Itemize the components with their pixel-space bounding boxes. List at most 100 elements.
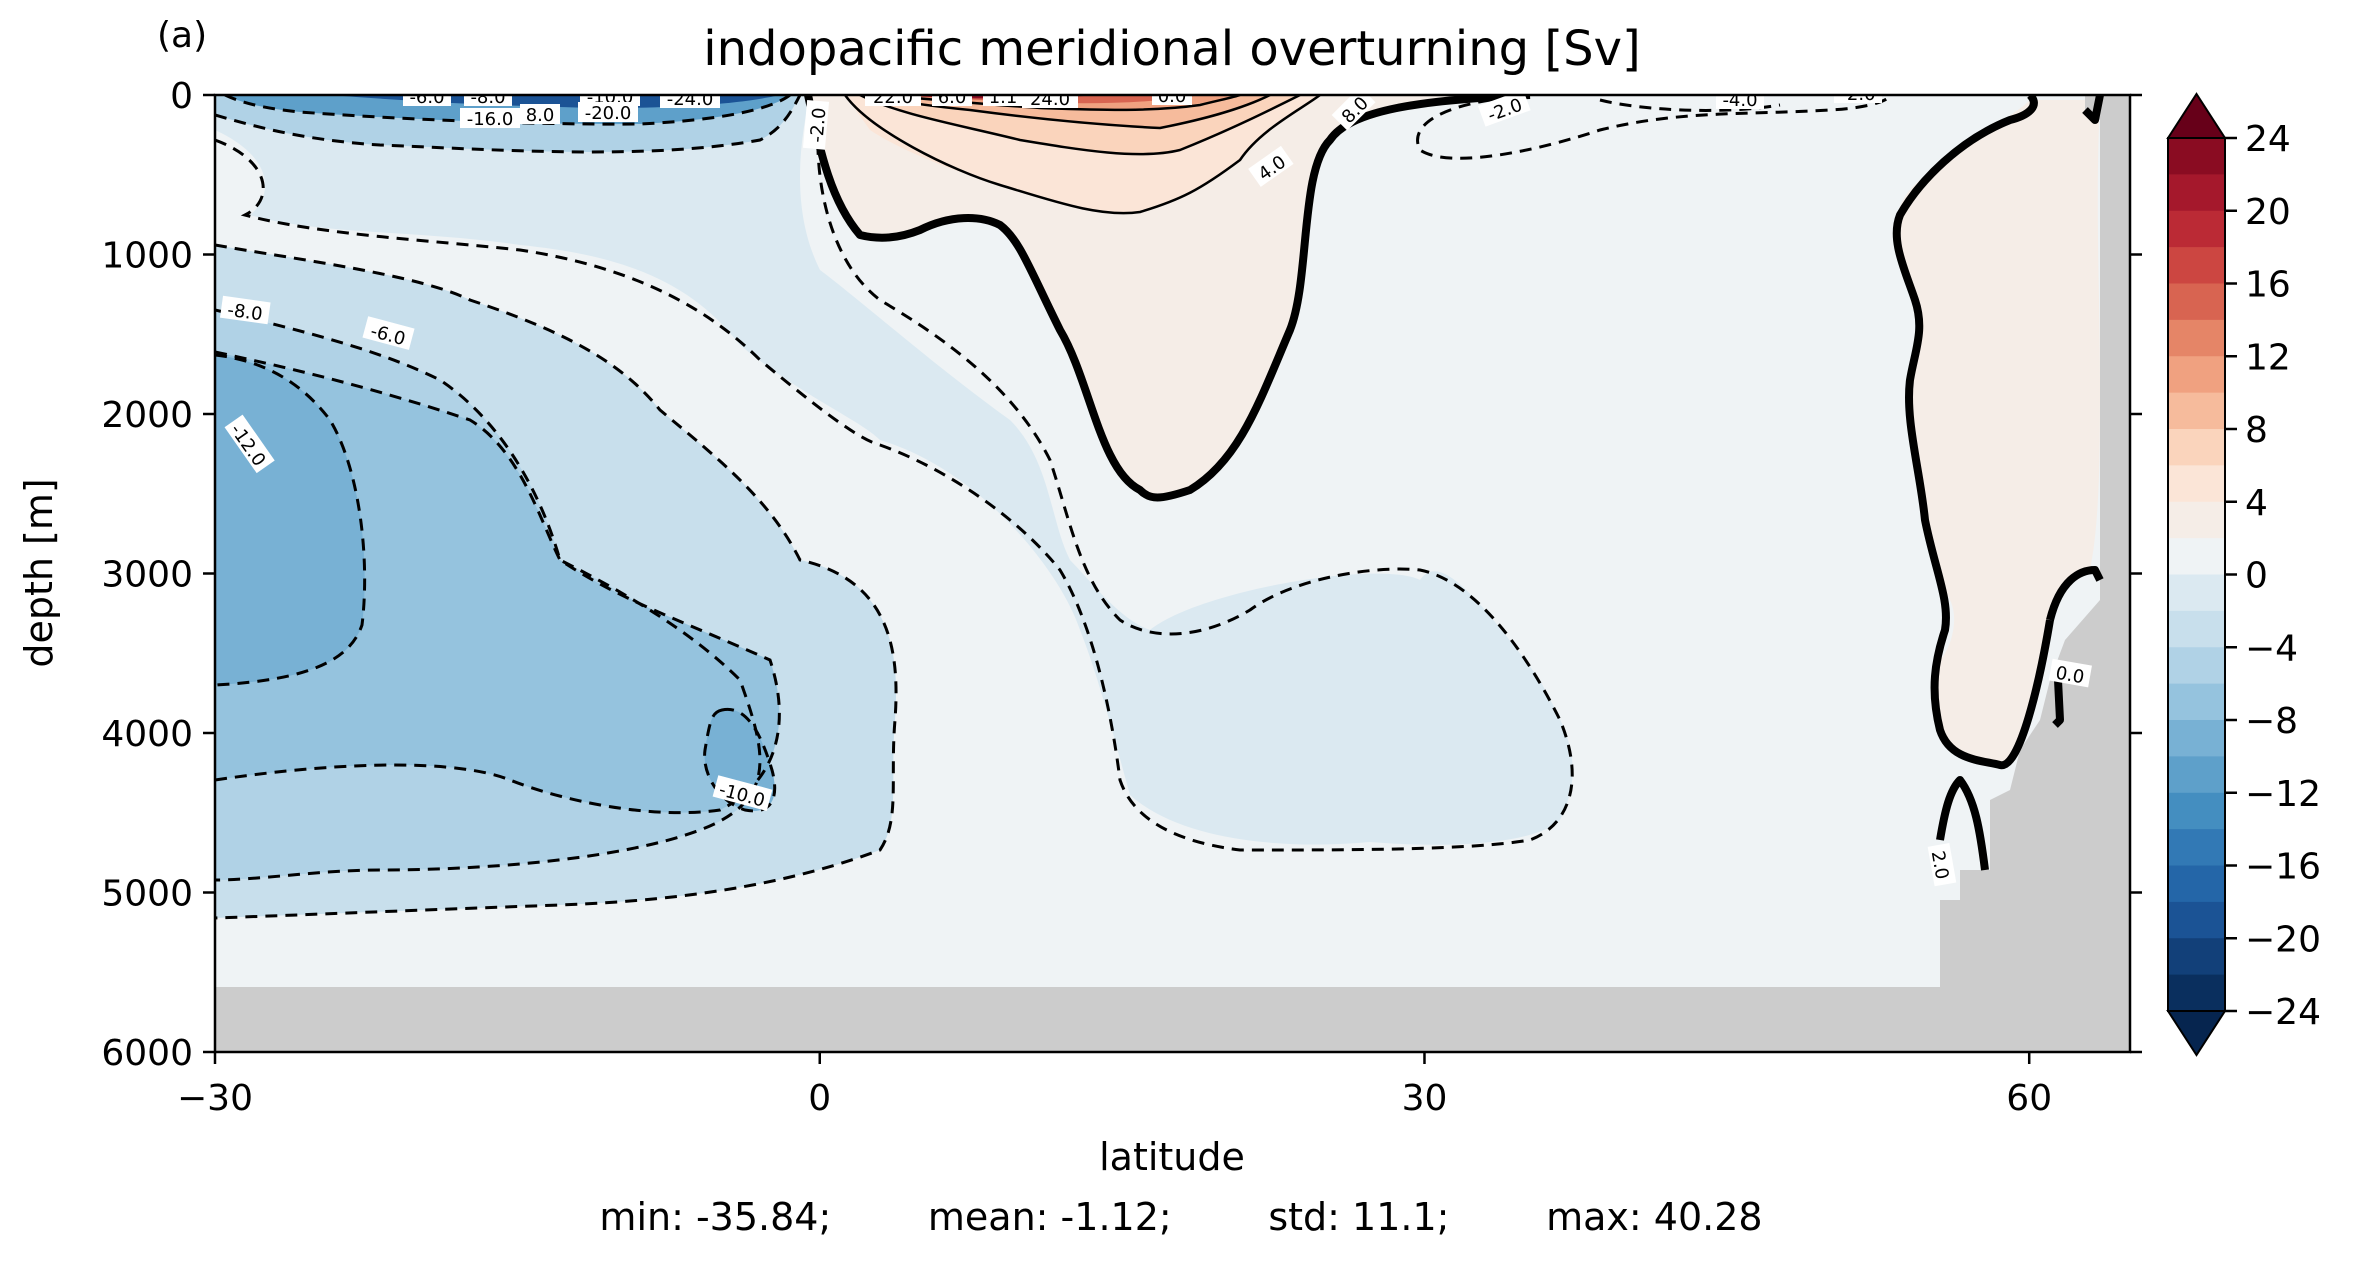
colorbar-segment bbox=[2168, 247, 2225, 285]
band-pos0 bbox=[808, 95, 1530, 498]
colorbar-segment bbox=[2168, 138, 2225, 175]
stat-max: max: 40.28 bbox=[1546, 1195, 1763, 1239]
y-tick-label: 3000 bbox=[101, 555, 193, 596]
colorbar-tick-label: 8 bbox=[2245, 410, 2268, 451]
colorbar-segment bbox=[2168, 974, 2225, 1012]
stat-std: std: 11.1; bbox=[1268, 1195, 1450, 1239]
x-tick-label: −30 bbox=[177, 1078, 253, 1119]
contour-neg10-eq bbox=[703, 707, 777, 813]
y-tick-label: 6000 bbox=[101, 1033, 193, 1074]
y-tick-label: 5000 bbox=[101, 874, 193, 915]
contour-label: 0.0 bbox=[2054, 663, 2086, 689]
zero-contour-subpolar bbox=[1892, 95, 2054, 770]
contour-label: -24.0 bbox=[667, 89, 714, 110]
contour-label: -2.0 bbox=[1840, 84, 1875, 105]
contour-label: 24.0 bbox=[1030, 89, 1070, 110]
colorbar-segment bbox=[2168, 756, 2225, 794]
x-axis: −30 0 30 60 bbox=[177, 1052, 2052, 1119]
colorbar-extend-min bbox=[2166, 1010, 2227, 1057]
colorbar-segment bbox=[2168, 610, 2225, 648]
colorbar-segment bbox=[2168, 938, 2225, 976]
x-tick-label: 0 bbox=[808, 1078, 831, 1119]
contour-neg8 bbox=[215, 350, 781, 815]
y-axis-label: depth [m] bbox=[17, 478, 61, 667]
contour-label: 8.0 bbox=[526, 105, 555, 126]
contour-neg2-a bbox=[215, 95, 1574, 852]
colorbar-segment bbox=[2168, 901, 2225, 939]
y-tick-label: 2000 bbox=[101, 395, 193, 436]
colorbar-segment bbox=[2168, 429, 2225, 466]
contour-label: -8.0 bbox=[470, 87, 505, 108]
colorbar-segment bbox=[2168, 683, 2225, 721]
colorbar-segment bbox=[2168, 465, 2225, 503]
zero-contour-coast bbox=[2046, 566, 2104, 622]
contour-label: 0.0 bbox=[1158, 86, 1187, 107]
band-neg4 bbox=[215, 95, 1573, 845]
contour-label: -8.0 bbox=[226, 300, 264, 326]
contour-label: -16.0 bbox=[467, 109, 514, 130]
colorbar-segment bbox=[2168, 501, 2225, 539]
colorbar-segment bbox=[2168, 319, 2225, 357]
x-tick-label: 60 bbox=[2006, 1078, 2052, 1119]
colorbar-tick-label: 24 bbox=[2245, 119, 2291, 160]
band-subpolar bbox=[1895, 100, 2100, 766]
colorbar-tick-label: 20 bbox=[2245, 192, 2291, 233]
contour-neg10 bbox=[215, 353, 367, 687]
colorbar-tick-label: −24 bbox=[2245, 992, 2321, 1033]
contour-label: 1.1 bbox=[989, 87, 1018, 108]
colorbar-segment bbox=[2168, 647, 2225, 685]
colorbar-tick-label: −16 bbox=[2245, 847, 2321, 888]
colorbar-tick-label: 0 bbox=[2245, 556, 2268, 597]
contour-label: -2.0 bbox=[807, 107, 831, 144]
colorbar-tick-label: −4 bbox=[2245, 628, 2298, 669]
contour-label: -6.0 bbox=[409, 87, 444, 108]
contour-label: -4.0 bbox=[1722, 90, 1757, 111]
colorbar-segment bbox=[2168, 356, 2225, 394]
colorbar-tick-label: 16 bbox=[2245, 265, 2291, 306]
colorbar-segment bbox=[2168, 392, 2225, 430]
zero-contour-deep-hook bbox=[1936, 776, 1989, 871]
contour-label: -20.0 bbox=[585, 103, 632, 124]
contour-pos2 bbox=[843, 95, 1321, 215]
contour-neg-north-b bbox=[1599, 98, 1781, 112]
zero-contour-north-cell bbox=[804, 95, 1531, 502]
colorbar-segment bbox=[2168, 174, 2225, 212]
x-tick-label: 30 bbox=[1402, 1078, 1448, 1119]
band-neg10 bbox=[215, 352, 780, 813]
zero-contours bbox=[804, 95, 2104, 871]
zero-contour-stub-top bbox=[2082, 95, 2104, 124]
contour-label: 22.0 bbox=[873, 87, 913, 108]
chart-title: indopacific meridional overturning [Sv] bbox=[703, 21, 1640, 77]
colorbar-tick-label: −8 bbox=[2245, 701, 2298, 742]
y-tick-label: 1000 bbox=[101, 236, 193, 277]
colorbar: 24 20 16 12 8 4 0 −4 −8 −12 −16 −20 −24 bbox=[2166, 92, 2321, 1057]
y-tick-label: 4000 bbox=[101, 714, 193, 755]
stat-min: min: -35.84; bbox=[599, 1195, 832, 1239]
colorbar-tick-label: 4 bbox=[2245, 483, 2268, 524]
colorbar-segment bbox=[2168, 792, 2225, 830]
y-tick-label: 0 bbox=[170, 76, 193, 117]
plot-area: -8.0 -6.0 -12.0 -10.0 -2.0 4.0 8.0 -2.0 … bbox=[215, 84, 2130, 1052]
colorbar-segment bbox=[2168, 210, 2225, 248]
contour-label: 6.0 bbox=[938, 87, 967, 108]
x-axis-label: latitude bbox=[1099, 1135, 1245, 1179]
contour-label: 2.0 bbox=[1927, 849, 1953, 881]
y-axis: 0 1000 2000 3000 4000 5000 6000 bbox=[101, 76, 2142, 1074]
negative-contours bbox=[215, 95, 1892, 920]
colorbar-tick-label: −20 bbox=[2245, 919, 2321, 960]
colorbar-segment bbox=[2168, 829, 2225, 867]
colorbar-extend-max bbox=[2166, 92, 2227, 139]
contour-neg-north-a bbox=[1416, 95, 1892, 160]
panel-label: (a) bbox=[157, 15, 207, 56]
contour-pos4 bbox=[859, 95, 1301, 156]
colorbar-segment bbox=[2168, 283, 2225, 321]
colorbar-tick-label: 12 bbox=[2245, 337, 2291, 378]
summary-statistics: min: -35.84; mean: -1.12; std: 11.1; max… bbox=[0, 1195, 2362, 1239]
colorbar-segment bbox=[2168, 865, 2225, 903]
contour-neg4 bbox=[215, 243, 898, 920]
zero-contour-deep-stub bbox=[2052, 679, 2064, 728]
colorbar-segment bbox=[2168, 574, 2225, 612]
colorbar-segment bbox=[2168, 720, 2225, 757]
colorbar-tick-label: −12 bbox=[2245, 774, 2321, 815]
